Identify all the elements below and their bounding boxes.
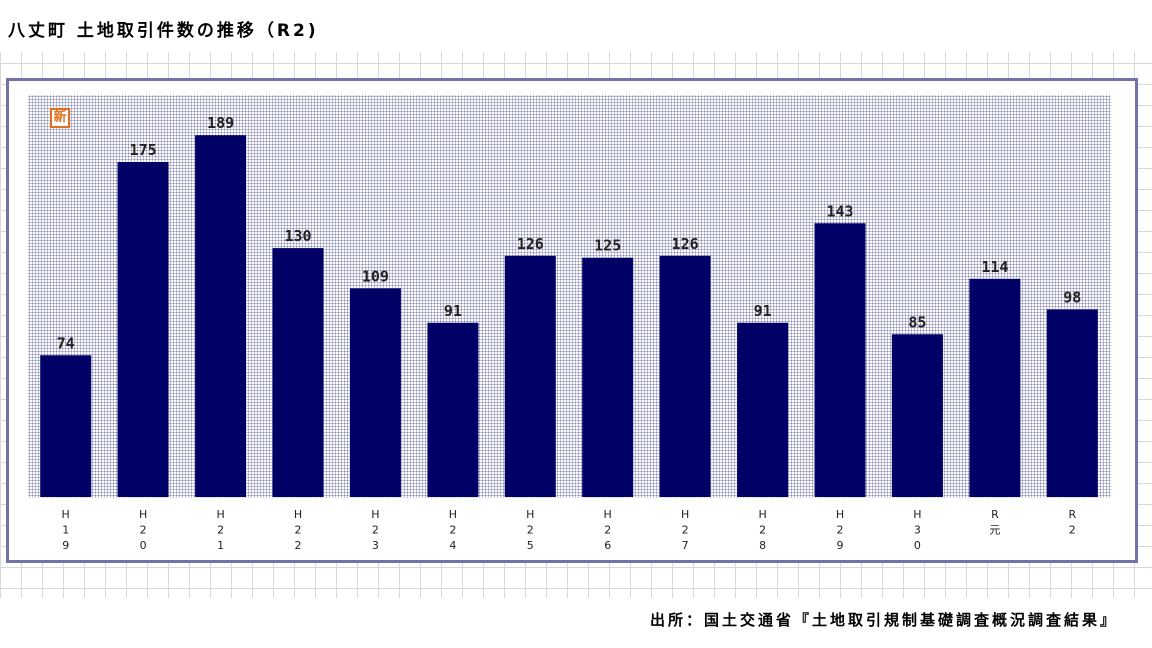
bar — [272, 248, 324, 497]
data-label: 114 — [981, 258, 1008, 276]
bar — [969, 278, 1021, 497]
bar — [504, 255, 556, 497]
source-note: 出所：国土交通省『土地取引規制基礎調査概況調査結果』 — [649, 611, 1118, 629]
data-label: 130 — [284, 227, 311, 245]
data-label: 143 — [826, 202, 853, 220]
data-label: 98 — [1063, 288, 1081, 306]
bar — [582, 257, 634, 497]
new-badge-icon: 新 — [50, 108, 70, 128]
bar — [814, 223, 866, 498]
bar — [659, 255, 711, 497]
data-label: 91 — [754, 302, 772, 320]
bar — [117, 162, 169, 497]
data-label: 125 — [594, 237, 621, 255]
data-label: 175 — [130, 141, 157, 159]
bar — [427, 322, 479, 497]
data-label: 74 — [57, 334, 75, 352]
data-label: 91 — [444, 302, 462, 320]
bar — [195, 135, 247, 497]
data-label: 109 — [362, 267, 389, 285]
bar — [40, 355, 92, 497]
data-label: 189 — [207, 114, 234, 132]
bar — [1046, 309, 1098, 497]
data-label: 126 — [517, 235, 544, 253]
bar — [737, 322, 789, 497]
bar — [891, 334, 943, 497]
chart-title: 八丈町 土地取引件数の推移（R2) — [8, 21, 319, 41]
data-label: 85 — [908, 313, 926, 331]
data-label: 126 — [672, 235, 699, 253]
title-strip — [0, 0, 1152, 52]
source-strip — [0, 598, 1152, 648]
bar — [349, 288, 401, 497]
